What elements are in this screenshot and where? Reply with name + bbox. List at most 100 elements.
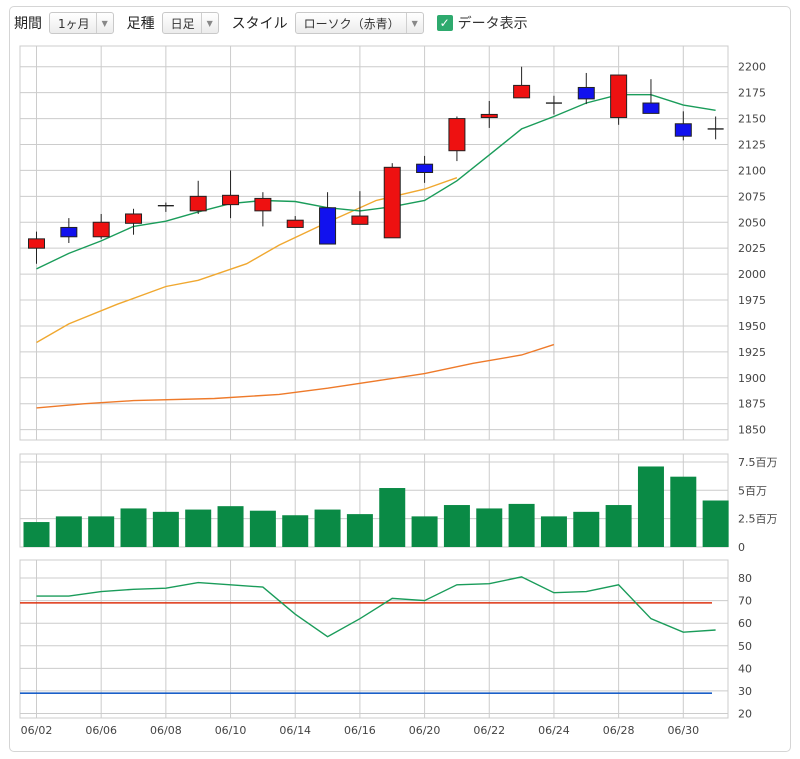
volume-bar [217,506,244,547]
y-tick-label: 1875 [738,398,766,411]
x-tick-label: 06/14 [279,724,311,737]
candle-down [416,163,434,173]
data-display-checkbox[interactable]: ✓ データ表示 [436,13,528,33]
volume-bar [476,508,503,547]
candle-up [351,215,369,225]
chevron-down-icon: ▼ [405,13,423,33]
candle-down [642,102,660,114]
ma-short-line [36,93,716,270]
volume-bar [88,516,115,547]
x-tick-label: 06/30 [667,724,699,737]
candle-type-label: 足種 [126,16,155,32]
volume-bar [379,488,406,547]
chevron-down-icon: ▼ [95,13,113,33]
y-tick-label: 2150 [738,113,766,126]
volume-bar [314,509,341,547]
y-tick-label: 2075 [738,190,766,203]
volume-tick-label: 0 [738,541,745,554]
volume-bar [249,510,276,547]
volume-tick-label: 7.5百万 [738,456,778,469]
y-tick-label: 2000 [738,268,766,281]
volume-bar [152,511,179,547]
candle-up [383,166,401,239]
volume-bar [540,516,567,547]
volume-bar [443,505,470,547]
volume-bar [605,505,632,547]
candle-up [286,219,304,228]
y-tick-label: 1850 [738,424,766,437]
volume-bar [637,466,664,547]
x-tick-label: 06/06 [85,724,117,737]
candle-up [222,194,240,206]
x-tick-label: 06/22 [473,724,505,737]
volume-tick-label: 5百万 [738,484,767,497]
candle-up [189,195,207,212]
volume-bar [702,500,729,547]
style-label: スタイル [231,16,288,32]
toolbar: 期間 1ヶ月 ▼ 足種 日足 ▼ スタイル ローソク（赤青） ▼ ✓ データ表示 [14,10,528,36]
rsi-tick-label: 20 [738,707,752,720]
volume-bar [346,514,373,547]
y-tick-label: 1925 [738,346,766,359]
chart-panel [9,6,791,752]
candle-up [254,197,272,212]
x-tick-label: 06/16 [344,724,376,737]
rsi-tick-label: 30 [738,685,752,698]
volume-bar [23,522,50,547]
candle-type-value: 日足 [170,16,195,31]
chevron-down-icon: ▼ [200,13,218,33]
candle-up [448,118,466,152]
candle-up [513,84,531,99]
x-tick-label: 06/20 [409,724,441,737]
y-tick-label: 2050 [738,216,766,229]
checkmark-icon: ✓ [436,15,453,31]
x-tick-label: 06/10 [215,724,247,737]
period-value: 1ヶ月 [58,16,90,31]
y-tick-label: 2100 [738,164,766,177]
style-value: ローソク（赤青） [303,16,400,31]
volume-bar [573,511,600,547]
x-tick-label: 06/28 [603,724,635,737]
data-display-label: データ表示 [457,16,528,32]
rsi-panel-frame [19,559,729,719]
y-tick-label: 1900 [738,372,766,385]
ma-long-line [36,343,555,409]
candle-up [92,221,110,238]
volume-bar [411,516,438,547]
volume-bar [508,503,535,547]
candle-up [28,238,45,249]
style-select[interactable]: ローソク（赤青） ▼ [294,12,424,34]
y-tick-label: 1950 [738,320,766,333]
volume-tick-label: 2.5百万 [738,513,778,526]
candle-up [125,213,143,224]
volume-bar [282,515,309,547]
y-tick-label: 2200 [738,61,766,74]
x-tick-label: 06/24 [538,724,570,737]
rsi-tick-label: 80 [738,572,752,585]
candle-down [60,226,78,238]
rsi-line [36,576,716,638]
volume-bar [120,508,147,547]
x-tick-label: 06/08 [150,724,182,737]
candle-up [480,113,498,119]
volume-bar [55,516,82,547]
y-tick-label: 1975 [738,294,766,307]
candle-down [577,86,595,100]
rsi-tick-label: 50 [738,640,752,653]
candle-down [319,207,337,245]
candle-up [610,74,628,119]
volume-bar [670,476,697,547]
period-label: 期間 [14,16,42,32]
candle-down [674,123,692,137]
x-tick-label: 06/02 [21,724,53,737]
price-panel-frame [19,45,729,441]
rsi-tick-label: 70 [738,595,752,608]
period-select[interactable]: 1ヶ月 ▼ [49,12,114,34]
y-tick-label: 2025 [738,242,766,255]
candle-type-select[interactable]: 日足 ▼ [161,12,219,34]
rsi-tick-label: 40 [738,662,752,675]
y-tick-label: 2125 [738,139,766,152]
y-tick-label: 2175 [738,87,766,100]
rsi-tick-label: 60 [738,617,752,630]
